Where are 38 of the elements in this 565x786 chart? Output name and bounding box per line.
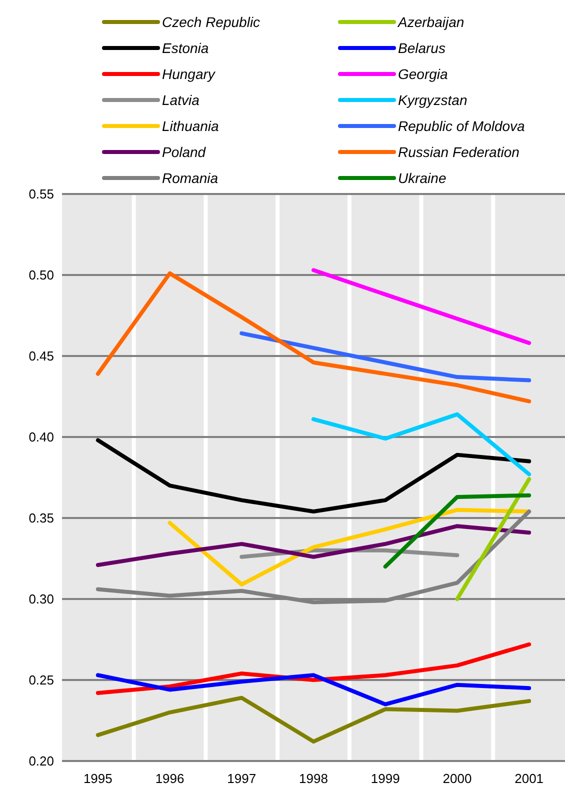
line-series	[96, 673, 532, 706]
y-tick-label: 0.35	[28, 510, 54, 526]
legend-label: Romania	[162, 170, 218, 186]
line-series	[96, 271, 532, 404]
y-tick-label: 0.40	[28, 430, 54, 445]
y-tick-label: 0.25	[28, 672, 54, 688]
legend-label: Poland	[162, 144, 207, 160]
x-tick-label: 1995	[83, 771, 112, 786]
x-tick-label: 2000	[442, 771, 472, 786]
legend-label: Kyrgyzstan	[398, 92, 468, 108]
legend-label: Czech Republic	[162, 14, 260, 30]
line-series	[312, 412, 532, 476]
y-tick-label: 0.30	[28, 592, 54, 607]
y-tick-label: 0.45	[28, 348, 54, 364]
legend-label: Latvia	[162, 92, 200, 108]
line-series	[312, 268, 532, 346]
line-series	[96, 438, 532, 514]
x-tick-label: 1999	[370, 771, 400, 786]
legend-label: Hungary	[162, 66, 216, 82]
legend-label: Belarus	[398, 40, 446, 56]
line-series	[96, 524, 532, 567]
x-tick-label: 1998	[299, 771, 328, 786]
x-tick-label: 2001	[514, 771, 544, 786]
line-series	[96, 642, 532, 695]
line-series	[240, 331, 532, 382]
x-tick-label: 1996	[155, 771, 184, 786]
x-tick-label: 1997	[227, 771, 256, 786]
y-tick-label: 0.20	[28, 754, 54, 769]
legend-label: Azerbaijan	[397, 14, 464, 30]
legend-label: Republic of Moldova	[398, 118, 526, 134]
legend-label: Russian Federation	[398, 144, 520, 160]
legend-label: Lithuania	[162, 118, 220, 134]
legend-label: Georgia	[398, 66, 448, 82]
line-series	[96, 696, 532, 744]
legend-label: Estonia	[162, 40, 209, 56]
legend-label: Ukraine	[398, 170, 446, 186]
y-tick-label: 0.50	[28, 268, 54, 283]
y-tick-label: 0.55	[28, 186, 54, 202]
